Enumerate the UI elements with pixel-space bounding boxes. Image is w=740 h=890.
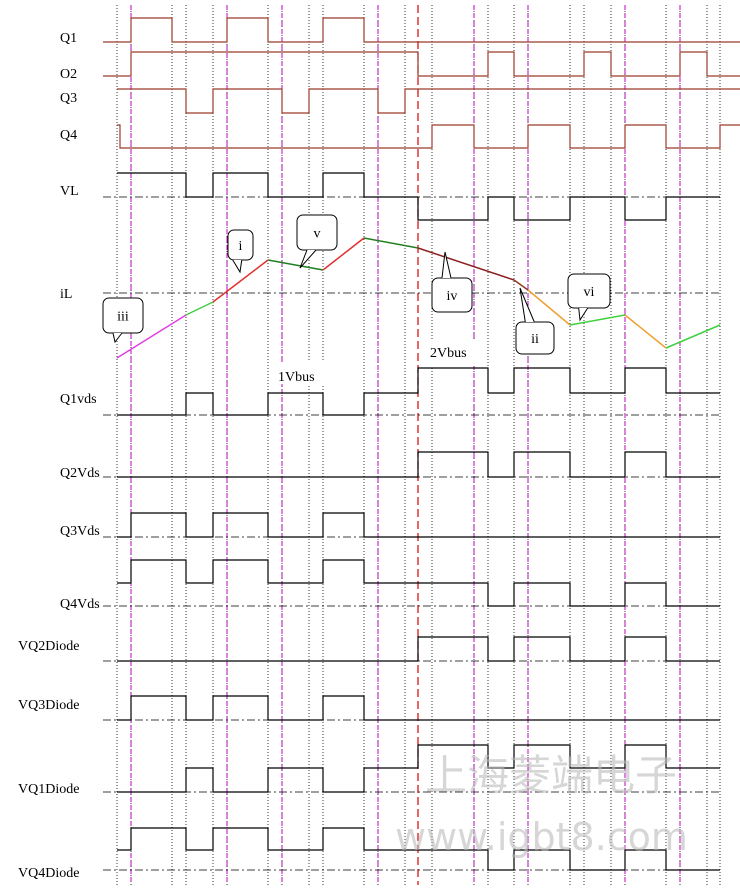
callout-pointer [519,287,535,323]
vq4diode-wave [117,827,720,871]
signal-label: VQ2Diode [18,639,79,654]
il-segment [212,259,269,303]
signal-label: Q1vds [60,392,97,407]
signal-label: VQ1Diode [18,782,79,797]
callout-label: v [314,227,321,242]
watermark-url: www.igbt8.com [395,815,688,859]
q3vds-wave [117,512,720,538]
il-segment [624,314,667,349]
labels: Q1 O2 Q3 Q4 VL iL Q1vds Q2Vds Q3Vds Q4Vds VQ2Diode… [18,31,688,881]
signal-label: iL [60,287,72,302]
il-segment [527,289,571,326]
q4-wave [117,124,740,149]
il-segment [417,247,515,281]
q3-wave [117,88,740,114]
signal-label: Q3Vds [60,524,100,539]
signal-label: Q4 [60,128,77,143]
annotation-bg [272,362,330,384]
il-segment [665,324,721,349]
callout-box [567,273,611,309]
signal-label: VQ4Diode [18,866,79,881]
il-segment [116,314,187,359]
callout-pointer [299,249,317,269]
il-segment [363,237,419,249]
callout-pointer [441,251,452,279]
callout-box [431,277,473,313]
vq2diode-wave [117,636,720,662]
q2-wave [103,51,740,77]
q2vds-wave [117,451,720,478]
il-segment [569,314,626,326]
waveforms [103,17,740,871]
callout-pointer [578,307,589,322]
watermark-company: 上海菱端电子 [425,751,677,800]
callout-label: vi [584,285,595,300]
signal-label: O2 [60,67,77,82]
signal-label: Q1 [60,31,77,46]
q1vds-wave [117,367,720,416]
callout-pointer [112,332,123,344]
signal-label: Q2Vds [60,466,100,481]
callout-box [102,297,144,334]
callout-box [296,214,338,251]
il-segment [185,301,214,316]
signal-label: Q4Vds [60,597,100,612]
callout-box [515,321,555,355]
callout-pointer [232,259,243,274]
callout-label: i [239,239,243,254]
annotation: 2Vbus [430,346,467,361]
il-segment [513,279,529,291]
signal-label: Q3 [60,91,77,106]
callout-label: ii [531,332,539,347]
annotation: 1Vbus [278,370,315,385]
signal-label: VL [60,184,79,199]
il-segment [322,237,365,271]
callout-label: iii [117,310,129,325]
q1-wave [103,17,740,43]
vq3diode-wave [117,695,720,721]
vl-wave [117,172,720,221]
signal-label: VQ3Diode [18,698,79,713]
q4vds-wave [117,559,720,607]
il-segment [267,259,324,271]
callout-label: iv [447,289,458,304]
annotation-bg [420,340,478,366]
vq1diode-wave [117,744,720,793]
